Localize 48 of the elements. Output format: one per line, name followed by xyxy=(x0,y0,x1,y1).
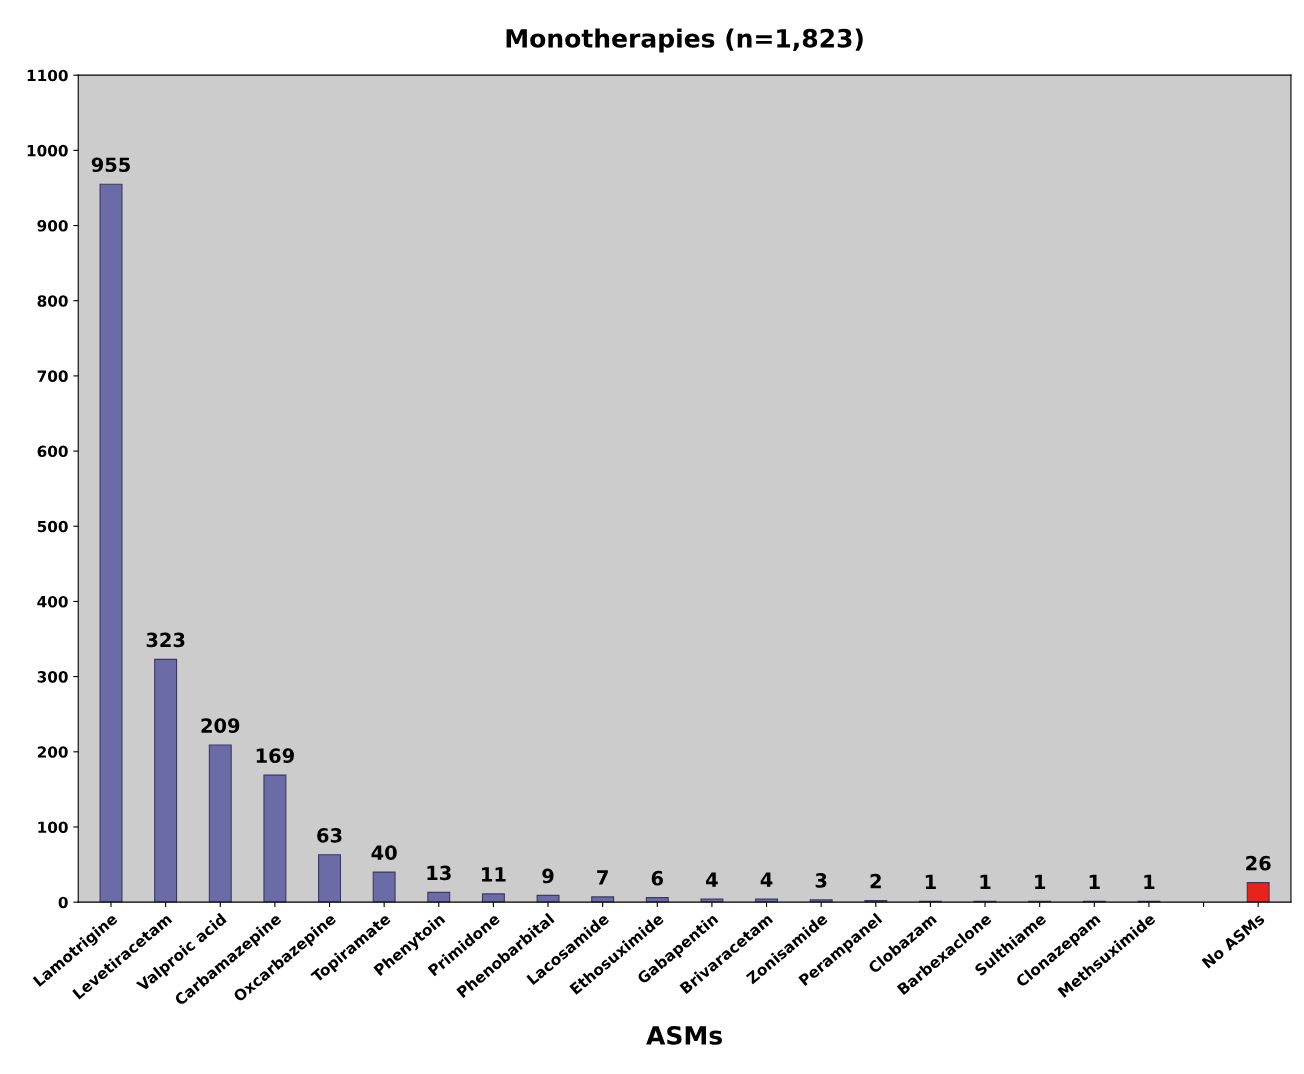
bar xyxy=(263,774,287,903)
data-label: 7 xyxy=(597,870,608,885)
bar xyxy=(154,658,178,903)
y-tick-label: 1100 xyxy=(27,69,68,82)
chart-title: Monotherapies (n=1,823) xyxy=(506,28,863,53)
data-label: 1 xyxy=(1144,874,1155,890)
x-axis-title: ASMs xyxy=(646,1025,722,1045)
data-label: 1 xyxy=(925,874,936,890)
bar xyxy=(318,854,342,903)
bar xyxy=(1246,882,1270,903)
y-tick-label: 300 xyxy=(37,671,68,683)
y-tick-label: 0 xyxy=(58,896,68,909)
data-label: 6 xyxy=(651,870,664,886)
data-label: 323 xyxy=(146,632,185,648)
data-label: 1 xyxy=(1089,874,1100,890)
y-tick-label: 200 xyxy=(37,746,68,758)
data-label: 13 xyxy=(427,865,451,881)
y-tick-label: 600 xyxy=(37,445,68,458)
bar xyxy=(427,891,451,903)
data-label: 63 xyxy=(317,827,342,843)
data-label: 955 xyxy=(91,157,130,173)
y-tick-label: 700 xyxy=(37,370,68,382)
bar xyxy=(372,871,396,903)
y-tick-label: 500 xyxy=(37,520,68,533)
data-label: 26 xyxy=(1246,855,1271,871)
y-tick-label: 1000 xyxy=(27,144,68,157)
data-label: 3 xyxy=(815,873,827,888)
bar xyxy=(536,894,560,903)
bar xyxy=(591,896,615,903)
data-label: 209 xyxy=(201,718,240,733)
bar xyxy=(809,899,833,903)
bar xyxy=(645,897,669,903)
data-label: 1 xyxy=(1035,874,1046,890)
bar xyxy=(208,744,232,903)
bar xyxy=(99,183,123,903)
y-tick-label: 100 xyxy=(38,821,68,833)
data-label: 4 xyxy=(760,872,773,887)
y-tick-label: 800 xyxy=(37,295,68,307)
y-tick-label: 400 xyxy=(37,595,68,608)
bar xyxy=(481,893,505,903)
data-label: 4 xyxy=(706,872,718,887)
data-label: 1 xyxy=(980,874,991,890)
data-label: 169 xyxy=(256,748,294,764)
data-label: 40 xyxy=(371,845,397,860)
data-label: 9 xyxy=(542,868,554,884)
data-label: 11 xyxy=(482,867,506,882)
y-tick-label: 900 xyxy=(37,220,68,232)
data-label: 2 xyxy=(870,873,881,889)
